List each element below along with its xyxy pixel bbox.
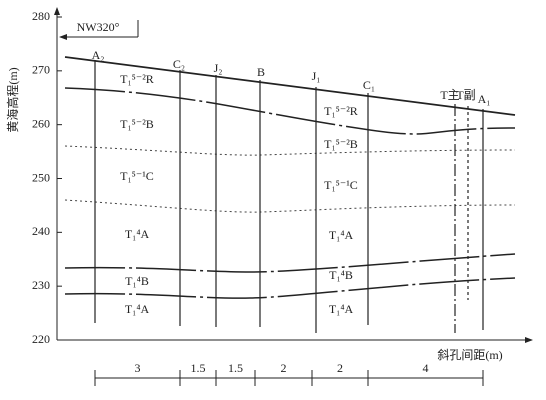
boundary-dotted — [64, 199, 516, 213]
spacing-label: 1.5 — [228, 361, 243, 375]
y-axis-title: 黄海高程(m) — [5, 67, 20, 132]
boundary-line — [64, 277, 516, 299]
layer-label: T₁⁵⁻²R — [324, 104, 358, 118]
borehole-label: C₁ — [363, 78, 375, 92]
layer-label: T₁⁴A — [329, 302, 354, 316]
spacing-label: 2 — [337, 361, 343, 375]
borehole-label: J₂ — [214, 61, 223, 75]
layer-label: T₁⁴B — [125, 274, 149, 288]
spacing-label: 3 — [135, 361, 141, 375]
spacing-label: 1.5 — [191, 361, 206, 375]
boundary-dotted — [64, 145, 516, 156]
layer-label: T₁⁵⁻¹C — [120, 169, 154, 183]
boundary-line — [64, 87, 516, 135]
layer-label: T₁⁴A — [125, 227, 150, 241]
borehole-label: B — [257, 65, 265, 79]
y-tick-label: 240 — [32, 224, 50, 238]
boundary-line — [64, 253, 516, 273]
y-tick-label: 230 — [32, 278, 50, 292]
ground-surface — [64, 56, 516, 116]
layer-label: T₁⁴A — [125, 302, 150, 316]
y-tick-label: 220 — [32, 332, 50, 346]
borehole-label: A₂ — [92, 48, 105, 62]
layer-label: T₁⁵⁻²B — [324, 137, 358, 151]
borehole-label: T副 — [456, 88, 475, 102]
y-tick-label: 260 — [32, 116, 50, 130]
y-tick-label: 250 — [32, 170, 50, 184]
layer-label: T₁⁴A — [329, 228, 354, 242]
y-tick-label: 280 — [32, 9, 50, 23]
y-tick-label: 270 — [32, 63, 50, 77]
borehole-label: J₁ — [312, 69, 321, 83]
borehole-label: T主 — [440, 88, 459, 102]
layer-label: T₁⁵⁻²B — [120, 117, 154, 131]
layer-label: T₁⁵⁻²R — [120, 72, 154, 86]
layer-label: T₁⁵⁻¹C — [324, 178, 358, 192]
layer-label: T₁⁴B — [329, 268, 353, 282]
direction-label: NW320° — [77, 20, 120, 34]
borehole-label: C₂ — [173, 57, 185, 71]
borehole-label: A₁ — [478, 92, 491, 106]
x-axis-title: 斜孔间距(m) — [437, 348, 502, 362]
spacing-label: 4 — [423, 361, 429, 375]
spacing-label: 2 — [281, 361, 287, 375]
